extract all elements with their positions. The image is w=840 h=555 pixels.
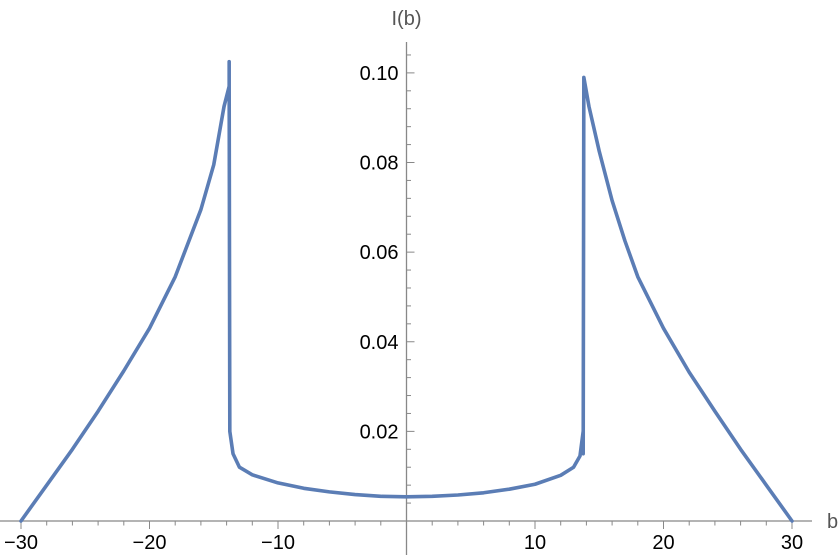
x-tick-label: 20 xyxy=(652,532,674,554)
y-tick-label: 0.02 xyxy=(360,421,399,443)
x-axis-label: b xyxy=(827,511,838,533)
x-tick-label: −10 xyxy=(261,532,295,554)
x-tick-label: −30 xyxy=(4,532,38,554)
x-tick-label: 30 xyxy=(781,532,803,554)
x-tick-labels: −30 −20 −10 10 20 30 xyxy=(4,532,803,554)
x-tick-label: 10 xyxy=(524,532,546,554)
y-tick-label: 0.10 xyxy=(360,63,399,85)
x-tick-label: −20 xyxy=(133,532,167,554)
y-tick-label: 0.06 xyxy=(360,242,399,264)
y-tick-labels: 0.02 0.04 0.06 0.08 0.10 xyxy=(360,63,399,443)
y-ticks xyxy=(406,54,415,504)
axes xyxy=(0,42,812,555)
y-tick-label: 0.08 xyxy=(360,153,399,175)
y-axis-label: I(b) xyxy=(392,8,422,30)
x-ticks xyxy=(20,521,793,529)
series-line xyxy=(19,59,794,523)
y-tick-label: 0.04 xyxy=(360,332,399,354)
